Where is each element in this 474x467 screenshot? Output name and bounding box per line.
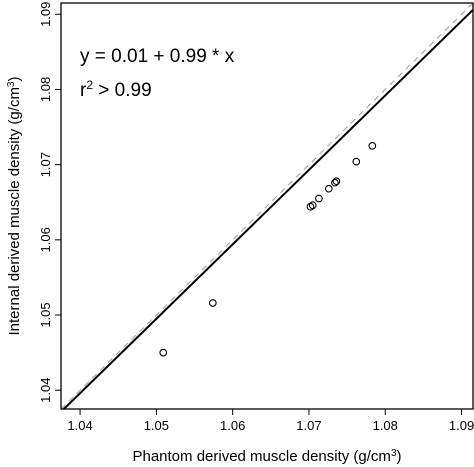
fit-equation-annotation: y = 0.01 + 0.99 * x [80, 46, 235, 67]
x-tick-label: 1.09 [449, 418, 474, 433]
data-point [315, 194, 323, 203]
data-point [308, 201, 317, 210]
r-squared-annotation: r2 > 0.99 [80, 78, 152, 101]
y-tick-label: 1.08 [38, 77, 53, 102]
data-point [324, 184, 333, 193]
data-point [352, 157, 361, 166]
x-tick-label: 1.04 [67, 418, 92, 433]
identity-line [61, 3, 473, 409]
x-tick-label: 1.08 [373, 418, 398, 433]
x-axis-label: Phantom derived muscle density (g/cm3) [132, 448, 401, 466]
y-tick-label: 1.06 [38, 227, 53, 252]
data-point [159, 348, 168, 357]
regression-line [62, 9, 473, 409]
data-point [331, 178, 339, 187]
plot-frame [60, 2, 474, 410]
data-point [208, 299, 217, 307]
data-point [368, 142, 377, 150]
x-tick-label: 1.07 [296, 418, 321, 433]
y-tick-label: 1.09 [38, 2, 53, 27]
y-tick-label: 1.04 [38, 378, 53, 403]
y-axis-label: Internal derived muscle density (g/cm3) [6, 77, 24, 336]
x-tick-label: 1.06 [220, 418, 245, 433]
y-tick-label: 1.05 [38, 302, 53, 327]
data-point [332, 177, 341, 186]
x-tick-label: 1.05 [144, 418, 169, 433]
y-tick-label: 1.07 [38, 152, 53, 177]
